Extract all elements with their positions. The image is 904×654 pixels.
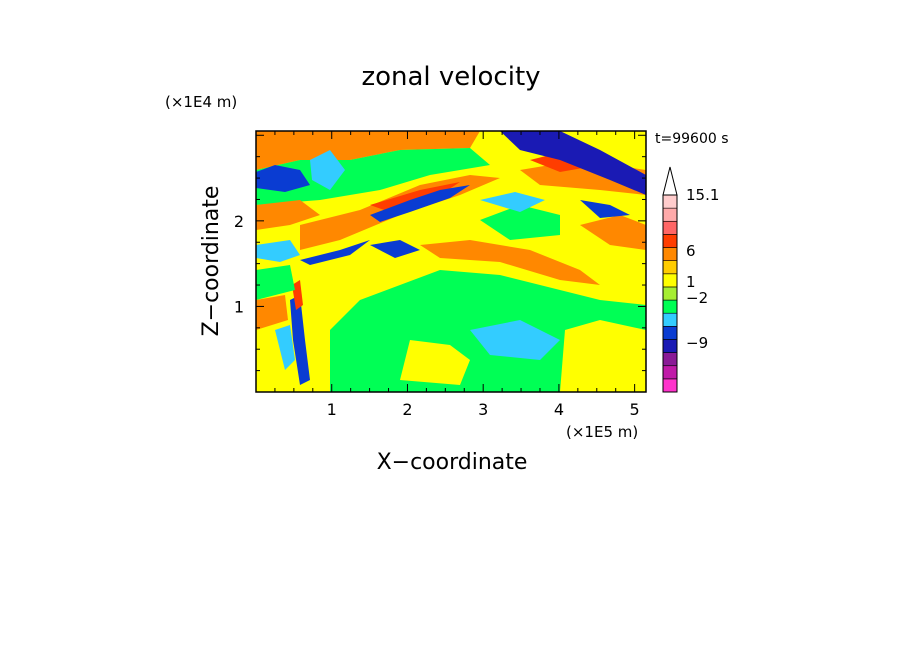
- heatmap-field: [256, 131, 646, 392]
- y-axis-label: Z−coordinate: [199, 186, 224, 337]
- y-tick-label: 2: [234, 212, 244, 231]
- colorbar-swatch: [662, 352, 678, 367]
- heatmap-region-cyan-patch: [470, 320, 560, 360]
- x-tick-label: 5: [630, 400, 640, 419]
- heatmap-band-red-mid: [370, 182, 460, 212]
- colorbar-label: −2: [686, 289, 708, 307]
- x-axis-unit-label: (×1E5 m): [566, 423, 638, 441]
- chart-title: zonal velocity: [361, 62, 540, 92]
- y-axis-unit-label: (×1E4 m): [165, 93, 237, 111]
- heatmap-band-orange-upper: [256, 131, 480, 170]
- plot-frame: [255, 130, 647, 393]
- heatmap-band-orange-lower: [420, 240, 600, 285]
- x-axis: 1 2 3 4 5: [274, 131, 640, 419]
- x-axis-label: X−coordinate: [377, 450, 528, 475]
- y-axis: 12: [234, 134, 646, 372]
- x-tick-label: 1: [327, 400, 337, 419]
- heatmap-region-yellow-patch: [560, 320, 646, 392]
- colorbar-label: 15.1: [686, 186, 719, 204]
- heatmap-band-orange-left: [256, 200, 320, 230]
- colorbar-swatch: [662, 194, 678, 209]
- colorbar-swatch: [662, 378, 678, 393]
- colorbar-swatch: [662, 260, 678, 275]
- colorbar-swatch: [662, 339, 678, 353]
- heatmap-jet-cyan-upper: [310, 150, 345, 190]
- x-tick-label: 4: [554, 400, 564, 419]
- colorbar-frame: [662, 194, 678, 393]
- colorbar-swatch: [662, 247, 678, 261]
- colorbar-swatch: [662, 207, 678, 222]
- heatmap-jet-blue-right: [500, 131, 646, 195]
- colorbar-swatch: [662, 286, 678, 301]
- heatmap-region-yellow-patch: [400, 340, 470, 385]
- colorbar-swatch: [662, 234, 678, 248]
- x-tick-label: 2: [402, 400, 412, 419]
- colorbar-label: −9: [686, 334, 708, 352]
- colorbar-swatch: [662, 326, 678, 340]
- heatmap-jet-blue-mid: [370, 185, 470, 222]
- heatmap-jet-cyan-vertical: [275, 325, 295, 370]
- heatmap-jet-red-vertical: [292, 280, 303, 310]
- heatmap-jet-green-left: [256, 265, 295, 300]
- colorbar-label: 1: [686, 273, 696, 291]
- heatmap-region-green-patch: [480, 205, 560, 240]
- heatmap-band-orange-right-lower: [580, 215, 646, 250]
- colorbar-swatch: [662, 220, 678, 235]
- y-tick-label: 1: [234, 297, 244, 316]
- heatmap-jet-blue-vertical: [290, 295, 310, 385]
- x-tick-label: 3: [478, 400, 488, 419]
- heatmap-region-cyan-patch: [480, 192, 545, 212]
- colorbar-swatch: [662, 299, 678, 314]
- heatmap-jet-blue-lower: [300, 240, 370, 265]
- colorbar-swatch: [662, 365, 678, 380]
- colorbar-swatch: [662, 273, 678, 288]
- colorbar: 15.1 6 1−2 −9: [662, 166, 719, 393]
- heatmap-jet-blue-far-right: [580, 200, 630, 218]
- time-label: t=99600 s: [655, 131, 729, 147]
- heatmap-jet-orange-left: [256, 295, 288, 330]
- colorbar-swatch: [662, 312, 678, 327]
- heatmap-jet-blue-upper-left: [256, 165, 310, 192]
- heatmap-jet-cyan-left: [256, 240, 300, 262]
- colorbar-max-triangle: [662, 166, 678, 196]
- heatmap-jet-blue-band: [370, 240, 420, 258]
- colorbar-label: 6: [686, 242, 696, 260]
